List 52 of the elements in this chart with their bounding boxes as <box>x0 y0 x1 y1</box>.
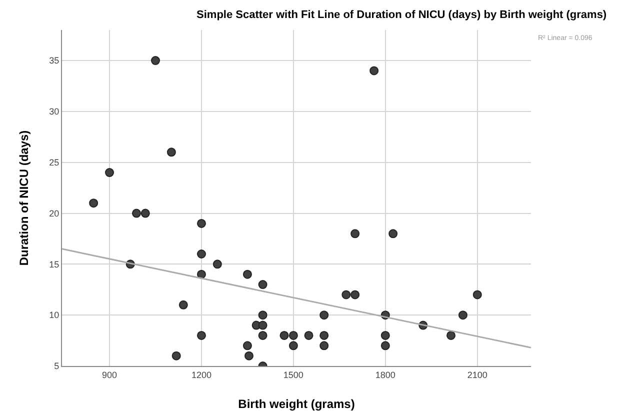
point <box>258 320 268 330</box>
point <box>288 330 298 340</box>
x-axis-title: Birth weight (grams) <box>238 397 355 411</box>
point <box>258 330 268 340</box>
point <box>472 290 482 300</box>
x-tick-label: 2100 <box>467 370 488 380</box>
point <box>212 260 222 269</box>
point <box>380 341 390 350</box>
y-tick-label: 35 <box>49 56 60 66</box>
point <box>280 330 289 340</box>
y-axis-title: Duration of NICU (days) <box>17 130 31 266</box>
point <box>458 310 468 320</box>
y-tick-label: 10 <box>49 310 60 320</box>
point <box>140 208 150 218</box>
point <box>320 330 329 340</box>
point <box>196 218 206 228</box>
point <box>258 280 268 290</box>
x-tick-label: 1800 <box>375 370 396 380</box>
point <box>196 270 206 279</box>
y-tick-label: 5 <box>54 361 60 372</box>
point <box>320 310 329 320</box>
point <box>446 330 456 340</box>
chart-title: Simple Scatter with Fit Line of Duration of NICU (days) by Birth weight (grams) <box>196 8 607 21</box>
y-tick-label: 30 <box>49 106 60 117</box>
point <box>258 310 268 320</box>
point <box>132 208 141 218</box>
point <box>244 351 254 360</box>
point <box>242 341 252 350</box>
point <box>350 229 360 238</box>
point <box>172 351 181 360</box>
point <box>350 290 360 300</box>
point <box>370 66 379 76</box>
y-tick-label: 15 <box>49 259 60 270</box>
point <box>388 229 398 238</box>
point <box>105 168 114 178</box>
x-tick-label: 900 <box>102 370 118 380</box>
point <box>380 330 390 340</box>
point <box>304 330 314 340</box>
point <box>242 270 252 279</box>
y-tick-label: 25 <box>49 158 60 168</box>
point <box>178 300 188 310</box>
x-tick-label: 1500 <box>283 370 304 380</box>
point <box>288 341 298 350</box>
point <box>166 148 176 157</box>
point <box>320 341 329 350</box>
point <box>196 250 206 258</box>
point <box>342 290 351 300</box>
point <box>196 330 206 340</box>
point <box>89 198 98 208</box>
x-tick-label: 1200 <box>191 370 212 380</box>
y-tick-label: 20 <box>49 208 60 218</box>
point <box>150 56 160 66</box>
